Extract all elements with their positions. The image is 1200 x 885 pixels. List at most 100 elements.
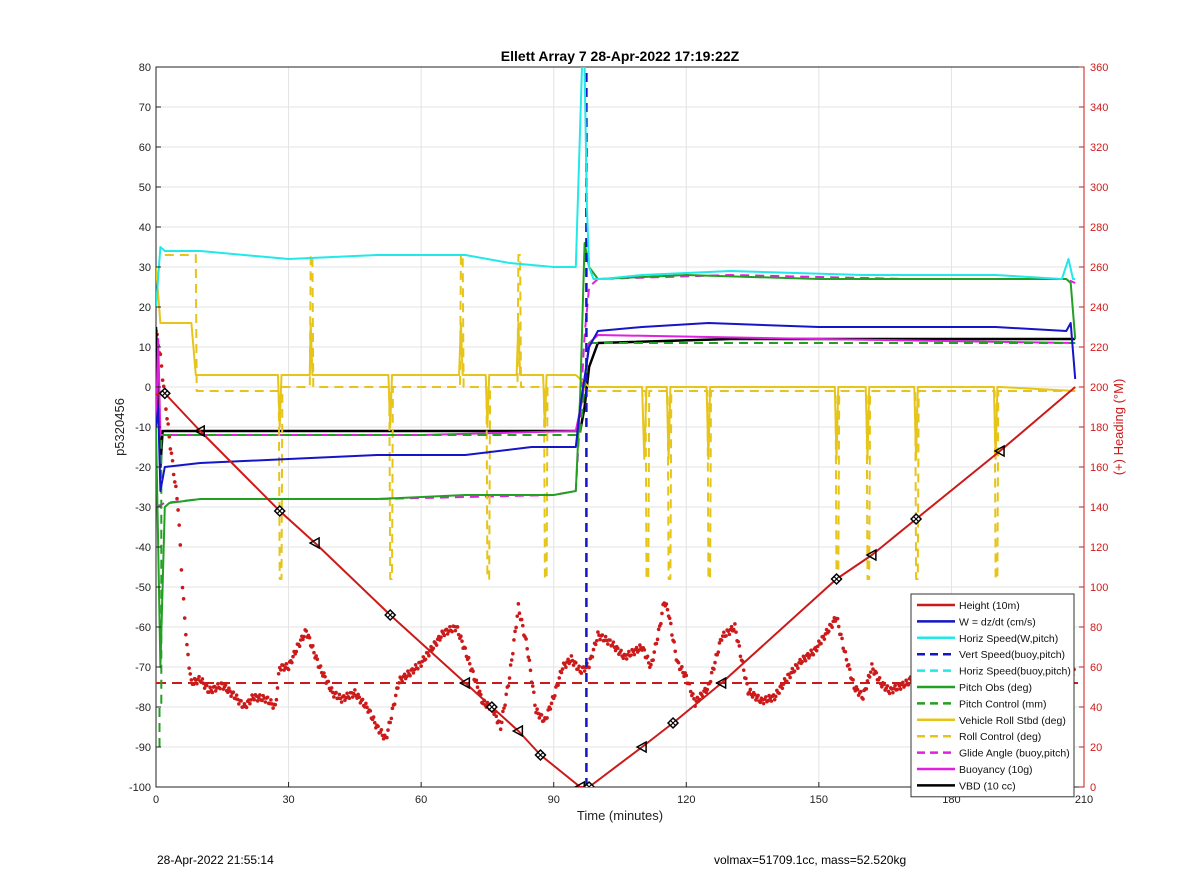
heading-point: [713, 660, 717, 665]
series-vbd-10-cc: [156, 326, 1076, 469]
heading-point: [227, 686, 231, 690]
heading-point: [867, 675, 872, 679]
heading-point: [893, 683, 897, 688]
heading-point: [562, 662, 567, 667]
legend: Height (10m) W = dz/dt (cm/s) Horiz Speed(…: [910, 593, 1075, 798]
height-marker: [384, 608, 397, 622]
heading-point: [237, 702, 241, 706]
series-horiz-speed-w-pitch: [156, 67, 1076, 308]
heading-point: [590, 655, 595, 659]
grid-layer: [155, 66, 1085, 788]
heading-point: [188, 672, 193, 676]
heading-point: [364, 701, 368, 706]
heading-point: [185, 642, 189, 647]
heading-point: [667, 616, 672, 621]
height-marker: [583, 780, 596, 787]
heading-point: [171, 472, 176, 477]
y-tick-label: 80: [139, 62, 151, 74]
heading-point: [416, 666, 420, 671]
heading-point: [322, 671, 326, 675]
y-right-tick-label: 340: [1090, 102, 1108, 114]
heading-point: [402, 672, 407, 677]
heading-point: [357, 695, 362, 700]
y-tick-label: 20: [139, 302, 151, 314]
heading-point: [814, 648, 819, 653]
heading-point: [559, 670, 564, 675]
heading-point: [442, 633, 447, 638]
heading-point: [408, 673, 412, 678]
heading-point: [629, 653, 633, 657]
heading-point: [390, 706, 395, 711]
heading-point: [758, 700, 763, 705]
y-tick-label: 40: [139, 222, 151, 234]
heading-point: [423, 657, 428, 662]
heading-point: [186, 652, 190, 657]
heading-point: [187, 666, 191, 670]
height-marker: [635, 740, 647, 754]
heading-point: [515, 614, 520, 618]
heading-point: [672, 640, 676, 644]
heading-point: [874, 670, 879, 675]
y-right-tick-label: 360: [1090, 62, 1108, 74]
heading-point: [673, 649, 678, 654]
y-right-tick-label: 320: [1090, 142, 1108, 154]
series-vehicle-roll-stbd-deg: [156, 266, 1076, 460]
heading-point: [459, 634, 463, 639]
heading-point: [450, 629, 454, 634]
heading-point: [160, 378, 165, 382]
heading-point: [307, 635, 312, 640]
heading-point: [218, 686, 222, 691]
heading-point: [821, 634, 826, 639]
heading-point: [611, 640, 616, 644]
heading-point: [591, 647, 596, 652]
heading-point: [197, 674, 201, 679]
heading-point: [208, 685, 212, 690]
marker-cross: [585, 783, 590, 787]
heading-point: [660, 611, 664, 616]
heading-point: [680, 665, 684, 669]
heading-point: [549, 701, 554, 706]
heading-point: [655, 637, 660, 642]
heading-point: [431, 646, 436, 651]
y-tick-label: -10: [135, 422, 151, 434]
heading-point: [172, 480, 177, 484]
heading-point: [535, 707, 539, 711]
y-tick-label: -70: [135, 662, 151, 674]
heading-point: [413, 663, 418, 667]
marker-cross: [276, 507, 284, 515]
heading-point: [286, 667, 291, 672]
heading-point: [502, 706, 506, 710]
heading-point: [717, 641, 722, 645]
heading-point: [376, 724, 380, 729]
heading-point: [467, 661, 472, 666]
heading-point: [621, 656, 626, 661]
heading-point: [177, 523, 181, 527]
heading-point: [800, 659, 805, 664]
height-marker: [910, 512, 923, 526]
x-tick-label: 30: [282, 794, 294, 806]
marker-triangle: [635, 740, 647, 754]
heading-point: [865, 679, 870, 683]
heading-point: [205, 683, 209, 688]
heading-point: [213, 689, 218, 693]
heading-point: [885, 684, 890, 688]
heading-point: [610, 643, 615, 647]
heading-point: [524, 637, 528, 641]
height-marker: [511, 724, 524, 738]
heading-point: [312, 650, 316, 655]
heading-point: [712, 667, 716, 671]
heading-point: [744, 676, 748, 681]
heading-point: [634, 645, 639, 650]
y-right-tick-label: 200: [1090, 382, 1108, 394]
heading-point: [368, 709, 373, 713]
heading-point: [651, 658, 655, 662]
heading-point: [748, 687, 753, 692]
x-axis-label: Time (minutes): [577, 808, 663, 823]
heading-point: [271, 706, 275, 710]
y-axis-label-left: p5320456: [112, 398, 127, 456]
heading-point: [649, 662, 653, 667]
heading-point: [379, 728, 384, 732]
y-right-tick-label: 20: [1090, 742, 1102, 754]
heading-point: [260, 698, 264, 703]
legend-label: VBD (10 cc): [959, 780, 1016, 792]
